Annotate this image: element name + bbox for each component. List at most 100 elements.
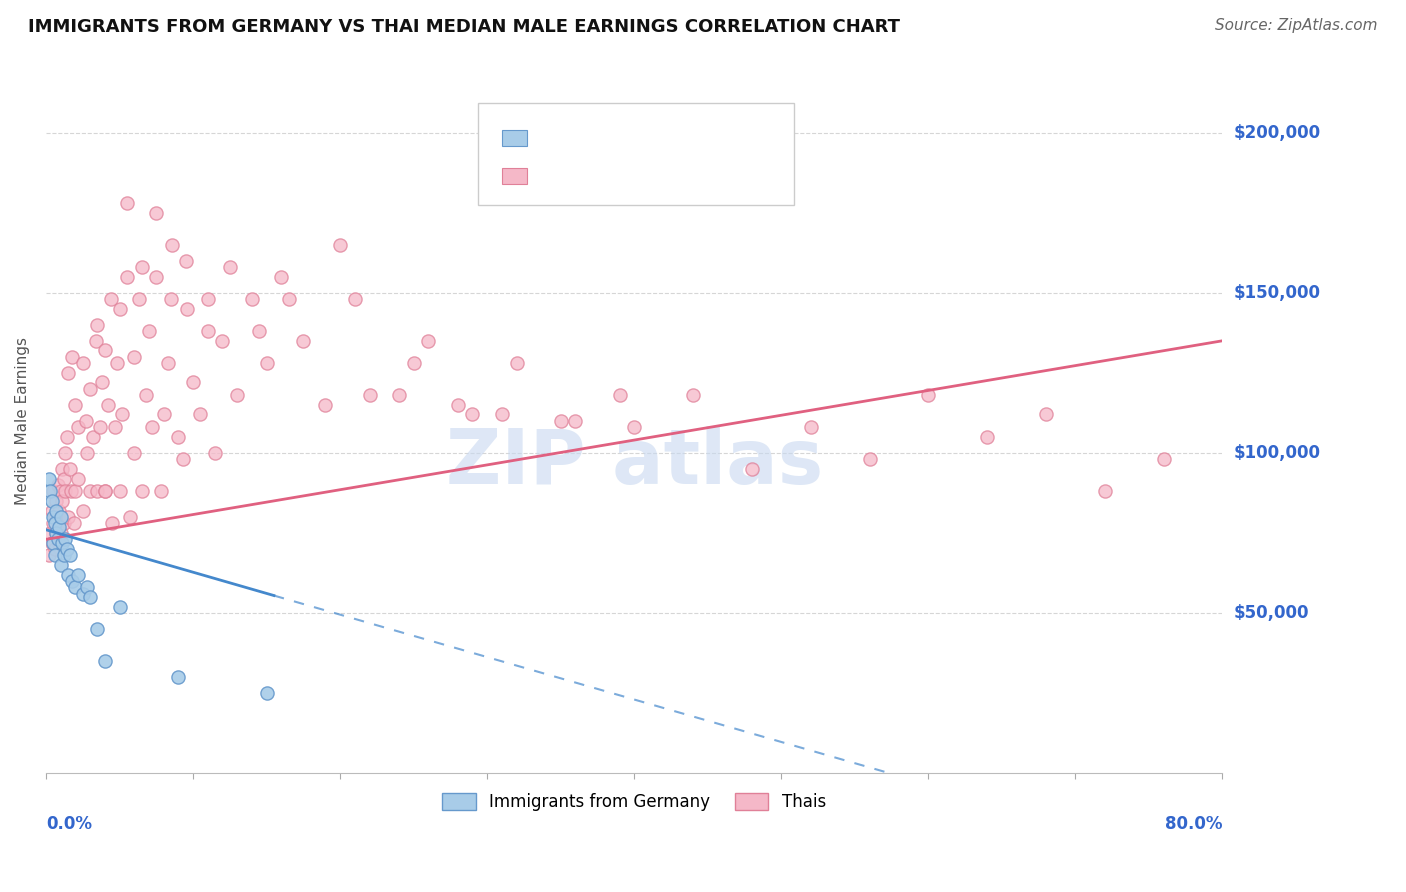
Point (131, 484, 153, 499)
Point (682, 388, 704, 402)
Point (79, 590, 101, 604)
Point (108, 484, 131, 499)
Point (56, 567, 79, 582)
Point (858, 452, 880, 467)
Point (122, 350, 145, 364)
Point (172, 452, 194, 467)
Point (97, 398, 120, 412)
Text: R =: R = (536, 125, 572, 143)
Point (343, 292, 366, 306)
Text: $50,000: $50,000 (1233, 604, 1309, 622)
Point (105, 356, 128, 370)
Point (56, 366, 79, 380)
Point (138, 324, 160, 338)
Point (45, 503, 67, 517)
Point (46, 478, 69, 492)
Point (149, 484, 172, 499)
Point (48, 535, 70, 549)
Point (48, 519, 70, 533)
Point (152, 408, 174, 422)
Point (49, 525, 72, 540)
Point (89, 420, 111, 434)
Point (256, 686, 278, 700)
Point (67, 420, 90, 434)
Text: 30: 30 (693, 125, 718, 143)
Point (402, 356, 425, 370)
Point (108, 301, 131, 316)
Point (62, 350, 84, 364)
Legend: Immigrants from Germany, Thais: Immigrants from Germany, Thais (436, 786, 832, 818)
Point (100, 292, 122, 306)
Point (256, 356, 278, 370)
Point (122, 446, 145, 460)
Point (63, 516, 86, 531)
Point (55, 430, 77, 444)
Point (197, 292, 219, 306)
Point (56, 510, 79, 524)
Point (314, 398, 336, 412)
Point (59, 484, 82, 499)
Point (157, 356, 180, 370)
Point (447, 398, 470, 412)
Point (505, 356, 527, 370)
Point (39, 484, 62, 499)
Point (204, 446, 226, 460)
Point (72, 503, 94, 517)
Point (49, 558, 72, 572)
Point (461, 408, 484, 422)
Point (49, 510, 72, 524)
Point (76, 446, 98, 460)
Point (86, 484, 108, 499)
Point (162, 237, 184, 252)
Point (94, 343, 117, 358)
Point (1035, 408, 1057, 422)
Point (141, 420, 163, 434)
Point (46, 510, 69, 524)
Point (52, 549, 75, 563)
Point (240, 292, 263, 306)
Point (145, 269, 167, 284)
Point (388, 388, 411, 402)
Point (44, 516, 66, 531)
Point (181, 376, 204, 390)
Text: ZIP atlas: ZIP atlas (446, 426, 823, 500)
Point (44, 549, 66, 563)
Point (359, 388, 381, 402)
Text: 116: 116 (693, 162, 731, 180)
Point (160, 292, 183, 306)
Point (976, 430, 998, 444)
Text: $100,000: $100,000 (1233, 444, 1320, 462)
Point (44, 510, 66, 524)
Point (52, 471, 75, 485)
Text: R =: R = (536, 162, 572, 180)
Point (111, 408, 134, 422)
Y-axis label: Median Male Earnings: Median Male Earnings (15, 337, 30, 505)
Point (1094, 484, 1116, 499)
Text: 0.0%: 0.0% (46, 815, 91, 833)
Point (41, 503, 63, 517)
Point (49, 484, 72, 499)
Point (418, 334, 440, 348)
Point (67, 471, 90, 485)
Point (72, 587, 94, 601)
Point (197, 324, 219, 338)
Text: N =: N = (657, 162, 693, 180)
Point (79, 484, 101, 499)
Point (135, 388, 157, 402)
Text: Source: ZipAtlas.com: Source: ZipAtlas.com (1215, 18, 1378, 33)
Point (270, 269, 292, 284)
Point (101, 516, 124, 531)
Point (609, 388, 631, 402)
Point (86, 622, 108, 636)
Point (623, 420, 645, 434)
Point (800, 420, 823, 434)
Point (53, 484, 76, 499)
Point (190, 408, 212, 422)
Point (65, 581, 87, 595)
Point (90, 376, 112, 390)
Point (94, 484, 117, 499)
Point (51, 494, 73, 508)
Point (42, 516, 65, 531)
Point (52, 516, 75, 531)
Point (42, 510, 65, 524)
